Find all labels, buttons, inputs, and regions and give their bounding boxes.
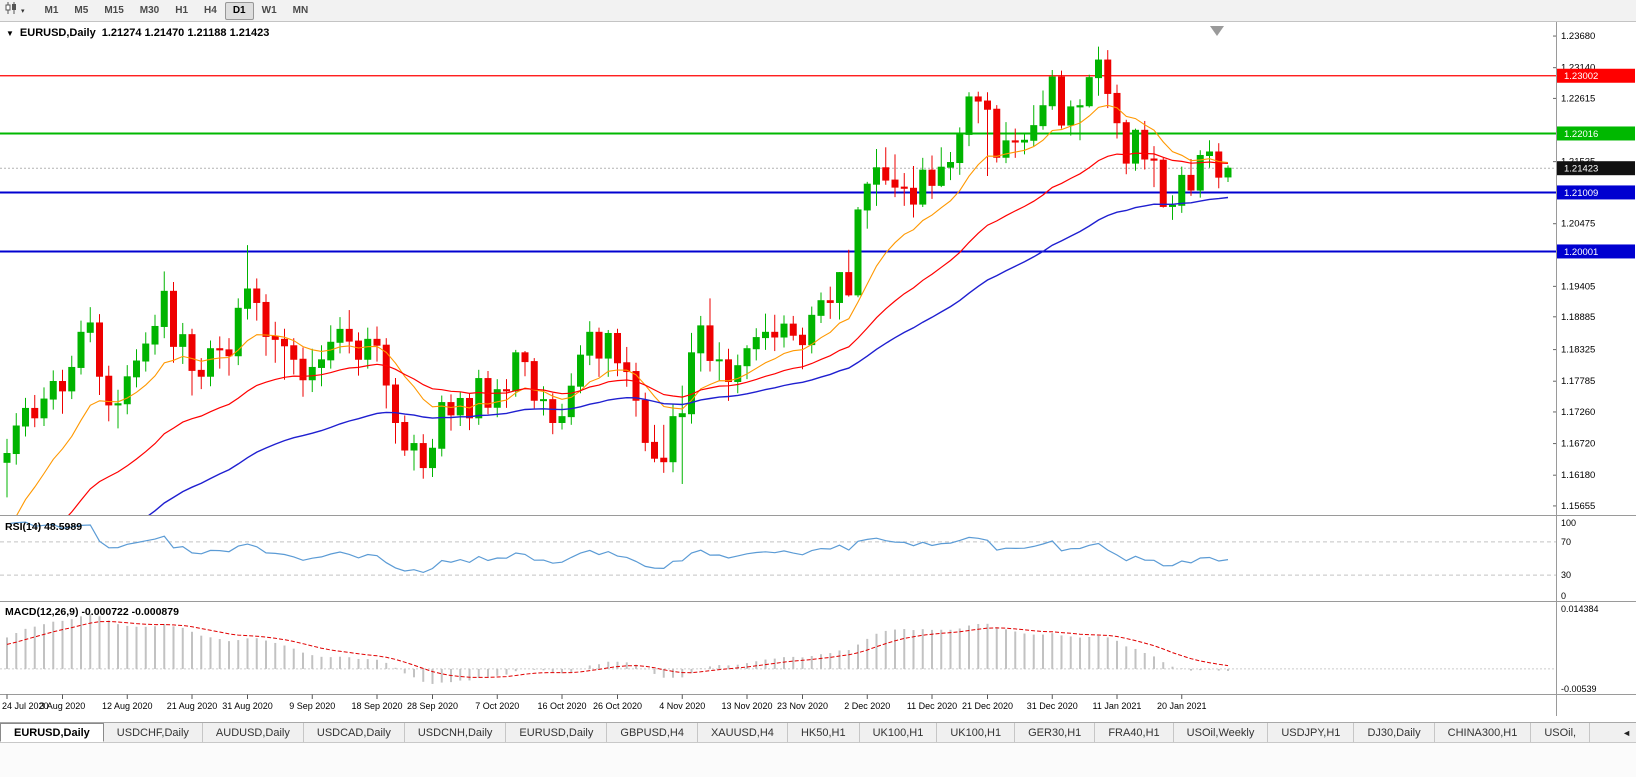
svg-text:11 Dec 2020: 11 Dec 2020	[907, 701, 957, 711]
top-toolbar: ▾ M1 M5 M15 M30 H1 H4 D1 W1 MN	[0, 0, 1636, 22]
candlestick-chart-icon	[4, 1, 18, 20]
svg-text:100: 100	[1561, 518, 1576, 528]
chart-tab-fra40-h1[interactable]: FRA40,H1	[1095, 723, 1174, 742]
svg-text:20 Jan 2021: 20 Jan 2021	[1157, 701, 1207, 711]
svg-text:1.23140: 1.23140	[1561, 63, 1595, 74]
svg-text:28 Sep 2020: 28 Sep 2020	[407, 701, 458, 711]
svg-text:0.014384: 0.014384	[1561, 604, 1599, 614]
svg-text:1.17260: 1.17260	[1561, 407, 1595, 418]
timeframe-button-mn[interactable]: MN	[292, 4, 309, 16]
svg-text:1.15655: 1.15655	[1561, 501, 1595, 512]
svg-text:1.16180: 1.16180	[1561, 470, 1595, 481]
svg-text:1.19405: 1.19405	[1561, 281, 1595, 292]
svg-text:1.20475: 1.20475	[1561, 219, 1595, 230]
timeframe-button-m30[interactable]: M30	[139, 4, 160, 16]
svg-text:1.18885: 1.18885	[1561, 312, 1595, 323]
svg-text:16 Oct 2020: 16 Oct 2020	[537, 701, 586, 711]
chart-tab-usdchf-daily[interactable]: USDCHF,Daily	[104, 723, 203, 742]
svg-text:30: 30	[1561, 570, 1571, 580]
svg-text:13 Nov 2020: 13 Nov 2020	[721, 701, 772, 711]
timeframe-button-d1[interactable]: D1	[224, 1, 254, 20]
chart-tab-usoil-weekly[interactable]: USOil,Weekly	[1174, 723, 1269, 742]
svg-text:1.23680: 1.23680	[1561, 31, 1595, 42]
timeframe-button-m5[interactable]: M5	[74, 4, 89, 16]
tab-scroll-left-icon[interactable]: ◄	[1622, 727, 1631, 738]
timeframe-buttons: M1 M5 M15 M30 H1 H4 D1 W1 MN	[37, 1, 317, 20]
timeframe-button-h1[interactable]: H1	[175, 4, 189, 16]
svg-text:1.16720: 1.16720	[1561, 439, 1595, 450]
chart-canvas[interactable]: 1.236801.231401.226151.215351.204751.194…	[0, 22, 1636, 716]
chart-area: 1.236801.231401.226151.215351.204751.194…	[0, 22, 1636, 716]
svg-text:21 Dec 2020: 21 Dec 2020	[962, 701, 1013, 711]
svg-text:0: 0	[1561, 591, 1566, 601]
chart-tab-usoil-[interactable]: USOil,	[1531, 723, 1591, 742]
svg-text:9 Sep 2020: 9 Sep 2020	[289, 701, 335, 711]
svg-text:1.18325: 1.18325	[1561, 345, 1595, 356]
chart-tab-usdcnh-daily[interactable]: USDCNH,Daily	[405, 723, 507, 742]
chart-tab-usdcad-daily[interactable]: USDCAD,Daily	[304, 723, 405, 742]
svg-text:31 Dec 2020: 31 Dec 2020	[1027, 701, 1078, 711]
timeframe-button-m15[interactable]: M15	[104, 4, 124, 16]
timeframe-button-m1[interactable]: M1	[44, 4, 59, 16]
chart-tab-china300-h1[interactable]: CHINA300,H1	[1435, 723, 1532, 742]
chart-tab-dj30-daily[interactable]: DJ30,Daily	[1354, 723, 1435, 742]
svg-text:23 Nov 2020: 23 Nov 2020	[777, 701, 828, 711]
svg-text:1.22615: 1.22615	[1561, 93, 1595, 104]
chart-tab-gbpusd-h4[interactable]: GBPUSD,H4	[607, 723, 698, 742]
chart-tab-usdjpy-h1[interactable]: USDJPY,H1	[1268, 723, 1355, 742]
chart-tab-eurusd-daily[interactable]: EURUSD,Daily	[0, 723, 104, 742]
timeframe-button-w1[interactable]: W1	[261, 4, 277, 16]
svg-text:21 Aug 2020: 21 Aug 2020	[167, 701, 218, 711]
svg-text:3 Aug 2020: 3 Aug 2020	[40, 701, 86, 711]
svg-text:18 Sep 2020: 18 Sep 2020	[351, 701, 402, 711]
chart-tab-ger30-h1[interactable]: GER30,H1	[1015, 723, 1096, 742]
chart-tab-hk50-h1[interactable]: HK50,H1	[788, 723, 860, 742]
chart-tab-uk100-h1[interactable]: UK100,H1	[937, 723, 1016, 742]
svg-text:70: 70	[1561, 537, 1571, 547]
window-filler	[0, 743, 1636, 777]
svg-text:4 Nov 2020: 4 Nov 2020	[659, 701, 705, 711]
svg-text:-0.00539: -0.00539	[1561, 684, 1597, 694]
chart-tab-uk100-h1[interactable]: UK100,H1	[860, 723, 938, 742]
chart-tab-eurusd-daily[interactable]: EURUSD,Daily	[506, 723, 608, 742]
svg-text:11 Jan 2021: 11 Jan 2021	[1093, 701, 1142, 711]
svg-text:1.17785: 1.17785	[1561, 376, 1595, 387]
svg-text:26 Oct 2020: 26 Oct 2020	[593, 701, 642, 711]
svg-text:12 Aug 2020: 12 Aug 2020	[102, 701, 153, 711]
svg-text:1.21423: 1.21423	[1564, 164, 1598, 175]
svg-text:1.21009: 1.21009	[1564, 188, 1598, 199]
chart-tab-audusd-daily[interactable]: AUDUSD,Daily	[203, 723, 304, 742]
chart-tabs-bar: EURUSD,Daily USDCHF,Daily AUDUSD,Daily USDC…	[0, 722, 1636, 743]
chart-tab-xauusd-h4[interactable]: XAUUSD,H4	[698, 723, 788, 742]
svg-text:1.22016: 1.22016	[1564, 129, 1598, 140]
svg-text:31 Aug 2020: 31 Aug 2020	[222, 701, 273, 711]
chevron-down-icon: ▾	[21, 7, 25, 15]
svg-text:24 Jul 2020: 24 Jul 2020	[2, 701, 49, 711]
svg-text:1.23002: 1.23002	[1564, 71, 1598, 82]
chart-type-control[interactable]: ▾	[4, 1, 25, 20]
svg-text:2 Dec 2020: 2 Dec 2020	[844, 701, 890, 711]
svg-text:7 Oct 2020: 7 Oct 2020	[475, 701, 519, 711]
timeframe-button-h4[interactable]: H4	[204, 4, 217, 16]
svg-text:1.20001: 1.20001	[1564, 247, 1598, 258]
